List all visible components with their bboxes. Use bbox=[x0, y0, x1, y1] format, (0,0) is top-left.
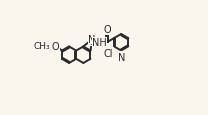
Text: O: O bbox=[103, 25, 111, 35]
Text: O: O bbox=[52, 42, 59, 52]
Text: Cl: Cl bbox=[104, 48, 113, 58]
Text: N: N bbox=[88, 35, 95, 45]
Text: N: N bbox=[118, 52, 125, 62]
Text: CH₃: CH₃ bbox=[33, 42, 50, 51]
Text: S: S bbox=[89, 36, 95, 46]
Text: NH: NH bbox=[92, 38, 107, 48]
